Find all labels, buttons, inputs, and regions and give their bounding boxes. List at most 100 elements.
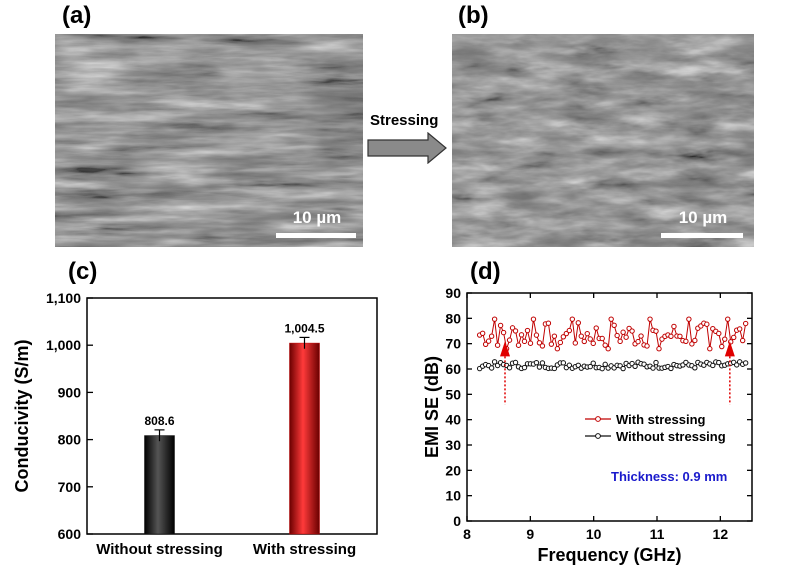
data-point-with-stressing xyxy=(623,334,629,340)
data-point-without-stressing xyxy=(488,365,495,371)
data-point-with-stressing xyxy=(527,340,534,346)
data-point-with-stressing xyxy=(575,320,581,326)
data-point-without-stressing xyxy=(653,359,659,366)
scale-bar-label-a: 10 µm xyxy=(292,208,342,227)
y-tick-label-d: 0 xyxy=(453,513,461,529)
data-point-with-stressing xyxy=(485,338,492,344)
plot-frame-d xyxy=(466,292,753,522)
legend-marker xyxy=(595,416,601,422)
data-point-without-stressing xyxy=(590,360,596,366)
y-tick-label-d: 30 xyxy=(445,437,461,453)
data-point-with-stressing xyxy=(647,316,653,322)
data-point-with-stressing xyxy=(644,343,650,349)
data-point-with-stressing xyxy=(557,339,564,346)
x-category-label: With stressing xyxy=(253,541,356,558)
data-point-with-stressing xyxy=(605,346,611,352)
marker-arrowhead xyxy=(724,341,735,357)
data-point-with-stressing xyxy=(524,327,531,334)
data-point-without-stressing xyxy=(632,363,638,370)
data-point-without-stressing xyxy=(599,365,605,372)
y-tick-label-d: 60 xyxy=(445,361,461,377)
panel-label-b: (b) xyxy=(458,2,489,29)
data-point-with-stressing xyxy=(500,329,507,336)
data-point-with-stressing xyxy=(590,340,596,347)
data-point-with-stressing xyxy=(593,325,599,331)
data-point-without-stressing xyxy=(742,360,749,366)
y-tick-label-d: 50 xyxy=(445,386,461,402)
y-tick-label-c: 1,000 xyxy=(46,337,81,353)
sem-image-a: 10 µm xyxy=(55,34,363,247)
sem-texture-b xyxy=(452,34,754,247)
data-point-with-stressing xyxy=(488,333,495,339)
data-point-with-stressing xyxy=(587,336,593,342)
data-point-with-stressing xyxy=(614,332,620,339)
x-category-label: Without stressing xyxy=(96,541,223,558)
data-point-without-stressing xyxy=(692,365,698,371)
data-point-without-stressing xyxy=(716,359,722,366)
y-tick-label-d: 20 xyxy=(445,462,461,478)
data-point-without-stressing xyxy=(734,362,740,368)
data-point-with-stressing xyxy=(479,330,486,336)
y-tick-label-c: 800 xyxy=(58,432,82,448)
y-tick-label-d: 10 xyxy=(445,488,461,504)
y-axis-label-d: EMI SE (dB) xyxy=(422,356,442,458)
data-point-with-stressing xyxy=(653,328,659,334)
data-point-with-stressing xyxy=(683,338,689,345)
data-point-without-stressing xyxy=(539,360,546,366)
data-point-with-stressing xyxy=(602,342,608,348)
plot-frame-c xyxy=(86,297,378,535)
data-point-with-stressing xyxy=(566,327,573,334)
panel-label-c: (c) xyxy=(68,258,98,285)
scale-bar-a xyxy=(276,233,356,238)
data-point-with-stressing xyxy=(518,332,525,338)
data-point-with-stressing xyxy=(716,330,722,337)
data-point-with-stressing xyxy=(677,333,683,339)
data-point-with-stressing xyxy=(530,316,537,322)
bar-with-stressing xyxy=(289,342,320,535)
data-point-with-stressing xyxy=(599,335,605,342)
data-point-without-stressing xyxy=(536,364,543,370)
data-point-without-stressing xyxy=(668,365,674,372)
data-point-with-stressing xyxy=(548,341,555,347)
data-point-with-stressing xyxy=(509,325,516,331)
data-point-with-stressing xyxy=(512,328,519,334)
data-point-with-stressing xyxy=(554,346,561,352)
panel-label-d: (d) xyxy=(470,258,501,285)
data-point-with-stressing xyxy=(521,338,528,345)
data-point-with-stressing xyxy=(572,340,579,346)
data-point-with-stressing xyxy=(671,323,677,330)
y-tick-label-c: 700 xyxy=(58,479,82,495)
data-point-with-stressing xyxy=(536,340,543,346)
data-point-without-stressing xyxy=(650,365,656,371)
sem-image-b: 10 µm xyxy=(452,34,754,247)
process-arrow-label: Stressing xyxy=(370,112,439,129)
scale-bar-b xyxy=(661,233,743,238)
conductivity-bar-chart: 600 700 800 900 1,000 1,100 Conducivity (S/m) 8… xyxy=(12,290,378,558)
data-point-with-stressing xyxy=(722,336,728,342)
data-point-with-stressing xyxy=(617,338,623,345)
data-point-with-stressing xyxy=(731,334,737,341)
bar-value-label: 1,004.5 xyxy=(284,321,324,335)
data-point-with-stressing xyxy=(668,333,674,340)
data-point-without-stressing xyxy=(491,359,498,365)
emi-se-line-chart: 0 10 20 30 40 50 60 70 80 90 8 9 10 11 12 Frequency (GH… xyxy=(422,285,753,565)
data-point-with-stressing xyxy=(584,330,590,337)
y-tick-label-d: 70 xyxy=(445,336,461,352)
sem-texture-a xyxy=(55,34,363,247)
thickness-annotation: Thickness: 0.9 mm xyxy=(611,469,727,484)
data-point-with-stressing xyxy=(608,316,614,322)
data-point-with-stressing xyxy=(742,320,749,327)
data-point-with-stressing xyxy=(560,334,567,340)
y-tick-label-d: 90 xyxy=(445,285,461,301)
x-axis-label-d: Frequency (GHz) xyxy=(537,545,681,565)
data-point-with-stressing xyxy=(635,338,641,345)
data-point-with-stressing xyxy=(686,316,692,322)
data-point-with-stressing xyxy=(707,346,713,352)
data-point-without-stressing xyxy=(602,361,608,368)
y-tick-label-d: 80 xyxy=(445,310,461,326)
y-tick-label-d: 40 xyxy=(445,412,461,428)
legend-label: Without stressing xyxy=(616,429,726,444)
panel-label-a: (a) xyxy=(62,2,92,29)
data-point-with-stressing xyxy=(569,316,576,322)
data-point-without-stressing xyxy=(620,365,626,372)
